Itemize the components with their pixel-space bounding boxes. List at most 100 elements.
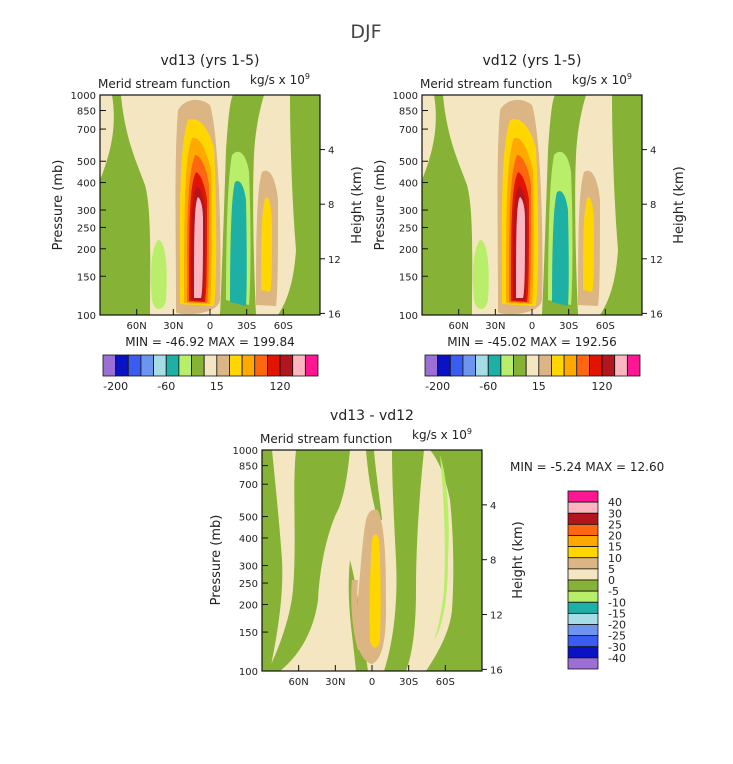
- colorbar-label: -60: [157, 380, 175, 393]
- colorbar-label: 40: [608, 496, 622, 509]
- x-tick-label: 60S: [436, 677, 455, 688]
- y-tick-label: 150: [77, 272, 96, 283]
- colorbar-swatch: [551, 354, 565, 377]
- contour-band-neg5-f: [426, 450, 482, 671]
- colorbar-swatch: [102, 354, 117, 377]
- colorbar-swatch: [567, 657, 599, 670]
- x-tick-label: 30S: [399, 677, 418, 688]
- panel-units: kg/s x 109: [250, 72, 310, 87]
- contour-band-neg5-left: [100, 95, 151, 315]
- colorbar: -200 -60 15 120: [102, 354, 319, 393]
- colorbar-swatch: [229, 354, 243, 377]
- y2-tick-label: 12: [490, 611, 503, 622]
- x-tick-label: 60N: [449, 321, 469, 332]
- colorbar-swatch: [567, 535, 599, 548]
- colorbar-label: -10: [608, 596, 626, 609]
- y2-tick-label: 4: [328, 146, 334, 157]
- contour-band-neg5-d: [366, 450, 382, 520]
- contour-band-neg10: [434, 455, 449, 640]
- y-tick-label: 200: [77, 245, 96, 256]
- y2-axis-title: Height (km): [672, 166, 687, 243]
- x-tick-label: 30S: [237, 321, 256, 332]
- colorbar-swatch: [567, 546, 599, 559]
- y-tick-label: 250: [77, 223, 96, 234]
- colorbar-swatch: [567, 646, 599, 659]
- contour-field: [262, 450, 482, 671]
- contour-band-neg5-a: [262, 450, 283, 671]
- panel-title: vd12 (yrs 1-5): [482, 53, 581, 69]
- colorbar-label: -15: [608, 607, 626, 620]
- x-tick-label: 0: [529, 321, 535, 332]
- colorbar-swatch: [267, 354, 281, 377]
- colorbar-label: -5: [608, 585, 619, 598]
- x-tick-label: 60S: [274, 321, 293, 332]
- colorbar-label: 15: [608, 541, 622, 554]
- y-tick-label: 850: [399, 107, 418, 118]
- y2-axis-title: Height (km): [350, 166, 365, 243]
- colorbar-swatch: [567, 590, 599, 603]
- contour-band-5-b: [351, 580, 362, 650]
- y-tick-label: 850: [239, 462, 258, 473]
- colorbar-swatch: [538, 354, 552, 377]
- contour-band-neg5-right: [278, 95, 320, 315]
- colorbar-swatch: [424, 354, 439, 377]
- contour-band-neg5-b: [268, 450, 350, 671]
- x-tick-label: 30S: [559, 321, 578, 332]
- contour-band-10-right: [583, 197, 594, 292]
- colorbar-swatch: [567, 557, 599, 570]
- colorbar-swatch: [567, 523, 599, 536]
- colorbar-swatch: [153, 354, 167, 377]
- colorbar-swatch: [614, 354, 628, 377]
- colorbar-swatch: [203, 354, 218, 377]
- contour-band-neg10-left: [472, 240, 489, 309]
- y-tick-label: 1000: [71, 91, 96, 102]
- colorbar-swatch: [279, 354, 294, 377]
- colorbar-label: -60: [479, 380, 497, 393]
- y2-tick-label: 12: [328, 255, 341, 266]
- colorbar-swatch: [475, 354, 489, 377]
- colorbar-swatch: [178, 354, 192, 377]
- panel-title: vd13 - vd12: [330, 408, 414, 424]
- y-tick-label: 400: [77, 179, 96, 190]
- colorbar-swatch: [304, 354, 319, 377]
- colorbar-label: 0: [608, 574, 615, 587]
- colorbar-label: -25: [608, 630, 626, 643]
- x-tick-label: 30N: [163, 321, 183, 332]
- colorbar-label: -200: [103, 380, 128, 393]
- x-tick-label: 0: [369, 677, 375, 688]
- colorbar-swatch: [165, 354, 180, 377]
- panel-units: kg/s x 109: [572, 72, 632, 87]
- contour-band-120: [516, 197, 525, 298]
- colorbar-swatch: [576, 354, 590, 377]
- colorbar-swatch: [127, 354, 142, 377]
- x-tick-label: 30N: [325, 677, 345, 688]
- figure-title: DJF: [350, 21, 381, 43]
- contour-band-neg20-center: [552, 190, 569, 306]
- stats-text: MIN = -45.02 MAX = 192.56: [447, 335, 617, 349]
- contour-field: [100, 95, 320, 315]
- panel-units: kg/s x 109: [412, 427, 472, 442]
- y-tick-label: 150: [239, 628, 258, 639]
- contour-band-neg20-center: [230, 180, 247, 306]
- panel-title: vd13 (yrs 1-5): [160, 53, 259, 69]
- colorbar-swatch: [191, 354, 205, 377]
- colorbar-label: 25: [608, 518, 622, 531]
- colorbar-swatch: [567, 612, 599, 625]
- y-tick-label: 150: [399, 272, 418, 283]
- colorbar-swatch: [567, 512, 599, 525]
- x-tick-label: 30N: [485, 321, 505, 332]
- colorbar-swatch: [567, 568, 599, 581]
- y-tick-label: 300: [239, 562, 258, 573]
- colorbar-label: 5: [608, 563, 615, 576]
- colorbar-label: 15: [210, 380, 224, 393]
- y2-tick-label: 4: [650, 146, 656, 157]
- x-tick-label: 60S: [596, 321, 615, 332]
- colorbar-swatch: [437, 354, 451, 377]
- contour-band-neg5-right: [600, 95, 642, 315]
- contour-band-10: [369, 534, 381, 648]
- y-tick-label: 200: [399, 245, 418, 256]
- colorbar-swatch: [115, 354, 129, 377]
- panel-subtitle: Merid stream function: [420, 77, 552, 91]
- colorbar-swatch: [449, 354, 464, 377]
